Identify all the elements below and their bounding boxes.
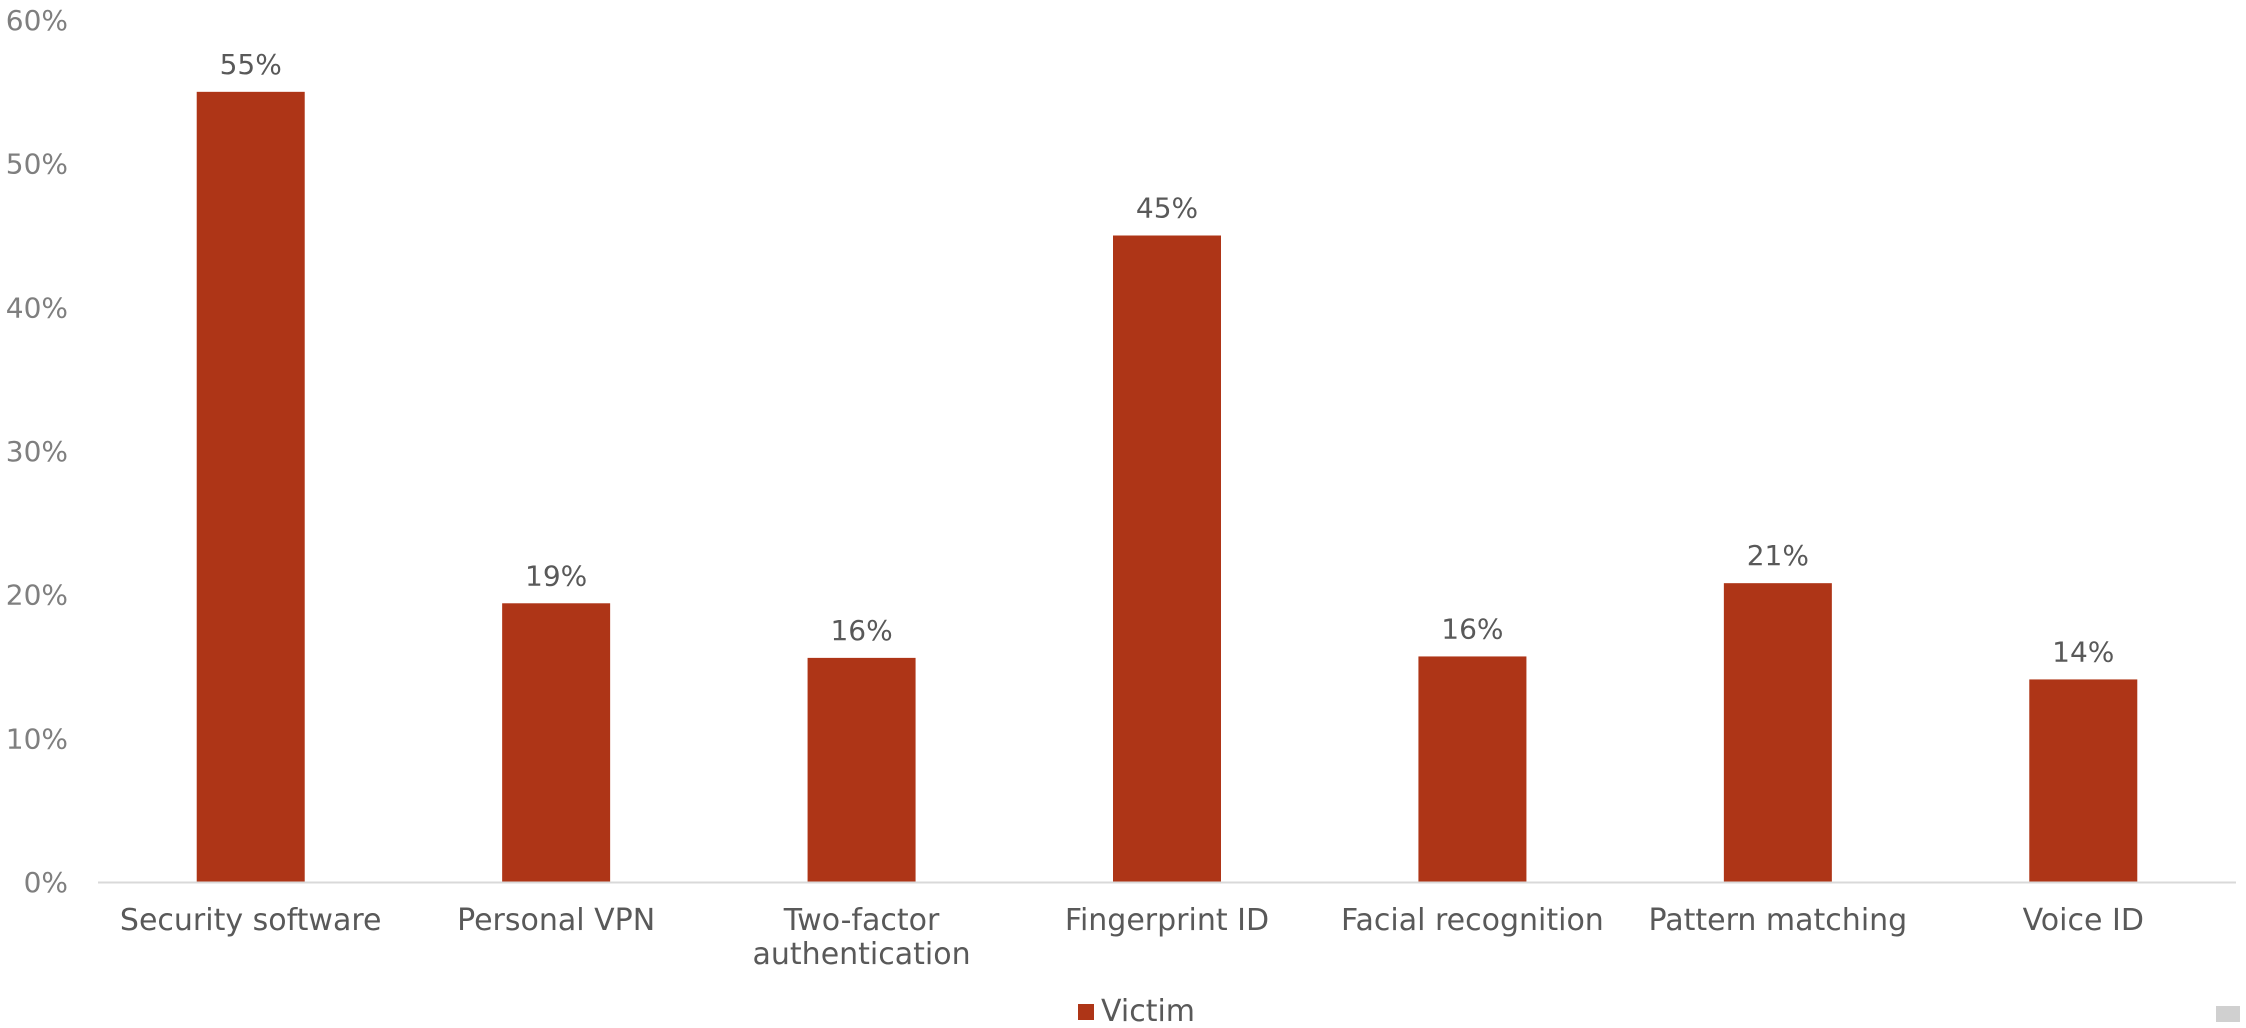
y-tick-label: 50% [6,148,68,181]
category-label: Security software [120,903,382,938]
category-label: Two-factor authentication [753,903,971,972]
bar [502,603,611,882]
category-label: Pattern matching [1648,903,1907,938]
category-label: Fingerprint ID [1065,903,1269,938]
data-label: 19% [525,559,587,592]
bar [807,657,916,882]
bar [2029,679,2138,882]
y-tick-label: 0% [24,866,68,899]
y-tick-label: 60% [6,4,68,37]
y-tick-label: 10% [6,722,68,755]
data-label: 16% [830,614,892,647]
y-tick-label: 40% [6,291,68,324]
data-label: 16% [1441,612,1503,645]
data-label: 45% [1136,192,1198,225]
category-label: Facial recognition [1341,903,1604,938]
y-tick-label: 30% [6,435,68,468]
bar [1723,583,1832,882]
bar [196,91,305,883]
legend-label-victim: Victim [1101,994,1195,1028]
legend-swatch-victim [1078,1004,1094,1020]
data-label: 14% [2052,635,2114,668]
category-label: Voice ID [2023,903,2144,938]
category-label: Personal VPN [457,903,655,938]
y-axis-tick-labels: 0% 10% 20% 30% 40% 50% 60% [6,4,68,899]
data-label: 21% [1747,539,1809,572]
x-axis-category-labels: Security software Personal VPN Two-factor a… [120,903,2144,972]
data-labels: 55% 19% 16% 45% 16% 21% 14% [220,48,2115,669]
bar [1418,656,1527,882]
bars [196,91,2138,883]
resize-handle [2216,1006,2240,1022]
bar [1113,235,1221,882]
data-label: 55% [220,48,282,81]
y-tick-label: 20% [6,579,68,612]
legend: Victim [1078,994,1195,1028]
